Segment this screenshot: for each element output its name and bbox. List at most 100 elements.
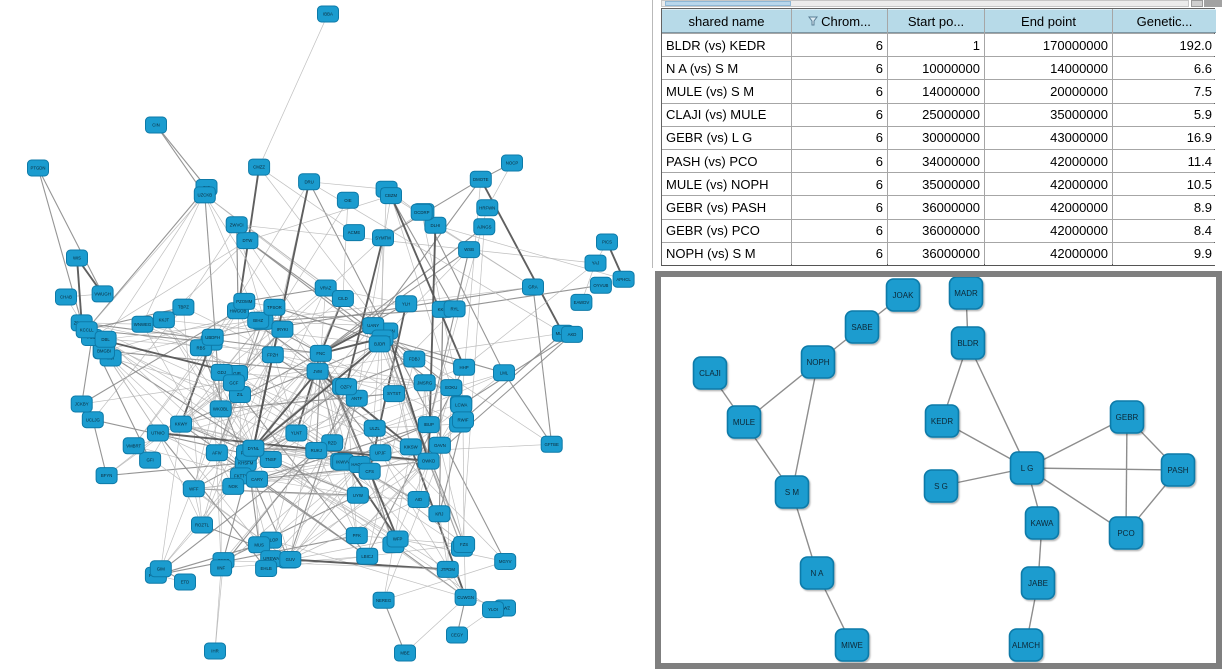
network-edge[interactable] [374, 372, 505, 429]
network-node[interactable]: WFF [182, 480, 205, 498]
network-edge[interactable] [288, 538, 398, 561]
network-node[interactable]: KIKSW [399, 438, 422, 456]
network-edge[interactable] [382, 249, 470, 339]
network-node[interactable]: DLHI [424, 216, 447, 234]
network-node[interactable]: WSB [458, 241, 481, 259]
node-joak[interactable]: JOAK [885, 278, 921, 312]
network-node[interactable]: ULZL [363, 419, 386, 437]
network-node[interactable]: ZWVCI [225, 216, 248, 234]
network-node[interactable]: AID [407, 491, 430, 508]
node-kawa[interactable]: KAWA [1024, 506, 1060, 540]
network-edge[interactable] [320, 353, 371, 472]
network-node[interactable]: OYVUB [589, 276, 612, 294]
node-kedr[interactable]: KEDR [924, 404, 960, 438]
table-cell-r7-c2[interactable]: 36000000 [888, 196, 984, 219]
network-node[interactable]: RWIF [452, 411, 474, 429]
table-cell-r6-c2[interactable]: 35000000 [888, 173, 984, 196]
network-edge[interactable] [253, 447, 466, 598]
network-edge[interactable] [92, 419, 108, 476]
network-edge[interactable] [258, 13, 329, 168]
table-cell-r3-c4[interactable]: 5.9 [1113, 103, 1216, 126]
network-node[interactable]: YLOI [482, 601, 504, 619]
network-edge[interactable] [81, 337, 93, 405]
network-edge[interactable] [157, 432, 203, 526]
network-edge[interactable] [390, 195, 452, 388]
node-pash[interactable]: PASH [1160, 453, 1196, 487]
table-cell-r2-c2[interactable]: 14000000 [888, 80, 984, 103]
network-edge[interactable] [386, 188, 456, 310]
network-node[interactable]: PTGDN [27, 159, 49, 177]
network-node[interactable]: VMBRT [122, 437, 145, 455]
network-edge[interactable] [253, 287, 327, 449]
network-node[interactable]: LML [493, 364, 515, 382]
network-node[interactable]: KRJ [428, 505, 451, 523]
network-node[interactable]: FZS [453, 536, 476, 553]
network-edge[interactable] [253, 447, 342, 462]
network-edge[interactable] [320, 287, 327, 354]
network-node[interactable]: HRFWN [476, 199, 499, 217]
table-cell-r9-c4[interactable]: 9.9 [1113, 242, 1216, 265]
network-edge[interactable] [356, 535, 465, 545]
network-node[interactable]: PFK [345, 527, 368, 545]
network-node[interactable]: WNWEG [131, 315, 154, 333]
network-node[interactable]: VRAZ [314, 279, 337, 297]
network-node[interactable]: EAWDV [570, 293, 593, 311]
network-edge[interactable] [183, 224, 237, 308]
table-cell-r0-c3[interactable]: 170000000 [985, 34, 1112, 57]
table-cell-r8-c1[interactable]: 6 [792, 219, 887, 242]
table-cell-r1-c3[interactable]: 14000000 [985, 57, 1112, 80]
network-node[interactable]: CUWGN [454, 588, 477, 606]
network-edge[interactable] [91, 240, 248, 338]
network-node[interactable]: MUS [248, 536, 271, 554]
network-node[interactable]: MBE [394, 644, 416, 662]
network-edge[interactable] [37, 167, 104, 295]
node-almch[interactable]: ALMCH [1008, 628, 1044, 662]
table-cell-r5-c2[interactable]: 34000000 [888, 149, 984, 173]
network-node[interactable]: YLH [395, 295, 418, 313]
node-l-g[interactable]: L G [1009, 451, 1045, 485]
network-node[interactable]: OZFY [335, 378, 358, 396]
table-cell-r1-c1[interactable]: 6 [792, 57, 887, 80]
network-node[interactable]: IINF [210, 559, 233, 577]
node-miwe[interactable]: MIWE [834, 628, 870, 662]
network-node[interactable]: SYTST [383, 385, 405, 403]
network-node[interactable]: PZOMM [233, 292, 256, 310]
network-edge[interactable] [332, 403, 462, 444]
network-edge[interactable] [253, 386, 344, 449]
network-edge[interactable] [233, 200, 349, 383]
network-node[interactable]: APHCL [612, 270, 635, 288]
network-node[interactable]: CBZM [380, 187, 402, 205]
network-node[interactable]: CILD [331, 290, 354, 307]
network-edge[interactable] [462, 419, 465, 545]
network-edge[interactable] [463, 262, 596, 368]
table-cell-r4-c3[interactable]: 43000000 [985, 126, 1112, 149]
network-node[interactable]: DYNL [242, 439, 265, 457]
network-node[interactable]: LBICJ [356, 547, 379, 565]
network-node[interactable]: TBPZ [172, 298, 195, 316]
table-cell-r6-c1[interactable]: 6 [792, 173, 887, 196]
network-edge[interactable] [221, 372, 429, 462]
column-header-chrom[interactable]: Chrom... [792, 9, 887, 33]
network-edge[interactable] [503, 372, 553, 445]
scrollbar-thumb[interactable] [665, 1, 791, 6]
network-node[interactable]: CHAB [55, 288, 77, 306]
network-node[interactable]: BFYN [95, 467, 118, 485]
network-node[interactable]: BJDR [368, 335, 391, 353]
network-edge[interactable] [532, 286, 553, 445]
network-edge[interactable] [317, 370, 381, 454]
network-node[interactable]: WIS [66, 249, 88, 267]
network-edge[interactable] [110, 357, 182, 425]
table-cell-r8-c3[interactable]: 42000000 [985, 219, 1112, 242]
network-edge[interactable] [290, 464, 360, 560]
network-node[interactable]: KKJT [152, 311, 175, 329]
network-node[interactable]: BIHZ [247, 311, 270, 329]
network-edge[interactable] [86, 329, 494, 610]
network-node[interactable]: DBL [94, 330, 117, 348]
network-edge[interactable] [252, 343, 381, 449]
table-cell-r7-c1[interactable]: 6 [792, 196, 887, 219]
network-edge[interactable] [103, 350, 318, 372]
table-cell-r3-c1[interactable]: 6 [792, 103, 887, 126]
network-edge[interactable] [270, 464, 360, 541]
network-edge[interactable] [383, 446, 412, 601]
network-node[interactable]: WKOBL [209, 400, 232, 418]
